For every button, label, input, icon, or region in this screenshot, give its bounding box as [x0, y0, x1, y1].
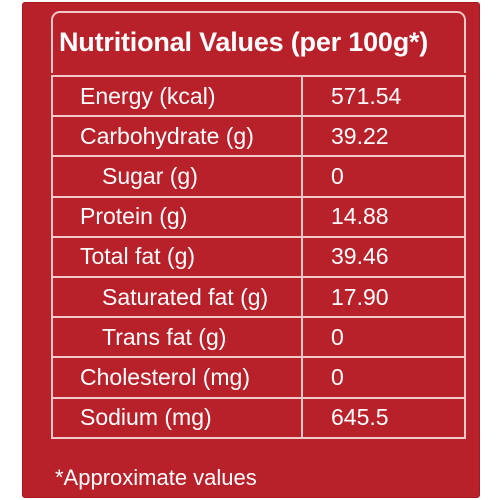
nutrient-label: Total fat (g)	[51, 235, 303, 278]
table-row: Total fat (g) 39.46	[51, 235, 466, 278]
nutrient-label: Saturated fat (g)	[51, 275, 303, 319]
nutrient-value: 0	[301, 316, 466, 359]
nutrient-label: Sugar (g)	[51, 155, 303, 198]
table-row: Saturated fat (g) 17.90	[51, 275, 466, 319]
nutrient-label: Carbohydrate (g)	[51, 115, 303, 158]
nutrition-title: Nutritional Values (per 100g*)	[59, 27, 429, 57]
footnote: *Approximate values	[55, 465, 257, 490]
nutrient-value: 571.54	[301, 74, 466, 118]
table-row: Sugar (g) 0	[51, 155, 466, 198]
table-row: Carbohydrate (g) 39.22	[51, 115, 466, 158]
nutrient-value: 39.22	[301, 115, 466, 158]
nutrient-label: Sodium (mg)	[51, 396, 303, 439]
nutrient-value: 14.88	[301, 195, 466, 238]
table-row: Sodium (mg) 645.5	[51, 396, 466, 439]
table-row: Trans fat (g) 0	[51, 316, 466, 359]
table-row: Protein (g) 14.88	[51, 195, 466, 238]
nutrient-label: Protein (g)	[51, 195, 303, 238]
nutrition-panel: Nutritional Values (per 100g*) Energy (k…	[22, 2, 480, 498]
nutrient-value: 0	[301, 155, 466, 198]
nutrient-value: 17.90	[301, 275, 466, 319]
nutrient-label: Energy (kcal)	[51, 74, 303, 118]
nutrient-value: 645.5	[301, 396, 466, 439]
table-row: Energy (kcal) 571.54	[51, 74, 466, 118]
title-frame	[51, 11, 466, 73]
nutrient-label: Trans fat (g)	[51, 316, 303, 359]
nutrient-value: 0	[301, 356, 466, 399]
nutrient-label: Cholesterol (mg)	[51, 356, 303, 399]
table-row: Cholesterol (mg) 0	[51, 356, 466, 399]
nutrition-table: Energy (kcal) 571.54 Carbohydrate (g) 39…	[51, 74, 466, 439]
nutrient-value: 39.46	[301, 235, 466, 278]
